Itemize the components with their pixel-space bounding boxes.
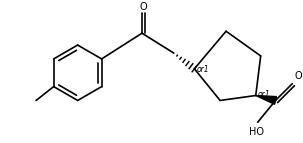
Polygon shape [256,96,276,104]
Text: or1: or1 [196,65,209,74]
Text: or1: or1 [258,90,270,99]
Text: O: O [139,2,147,12]
Text: HO: HO [249,127,264,137]
Text: O: O [294,71,302,81]
